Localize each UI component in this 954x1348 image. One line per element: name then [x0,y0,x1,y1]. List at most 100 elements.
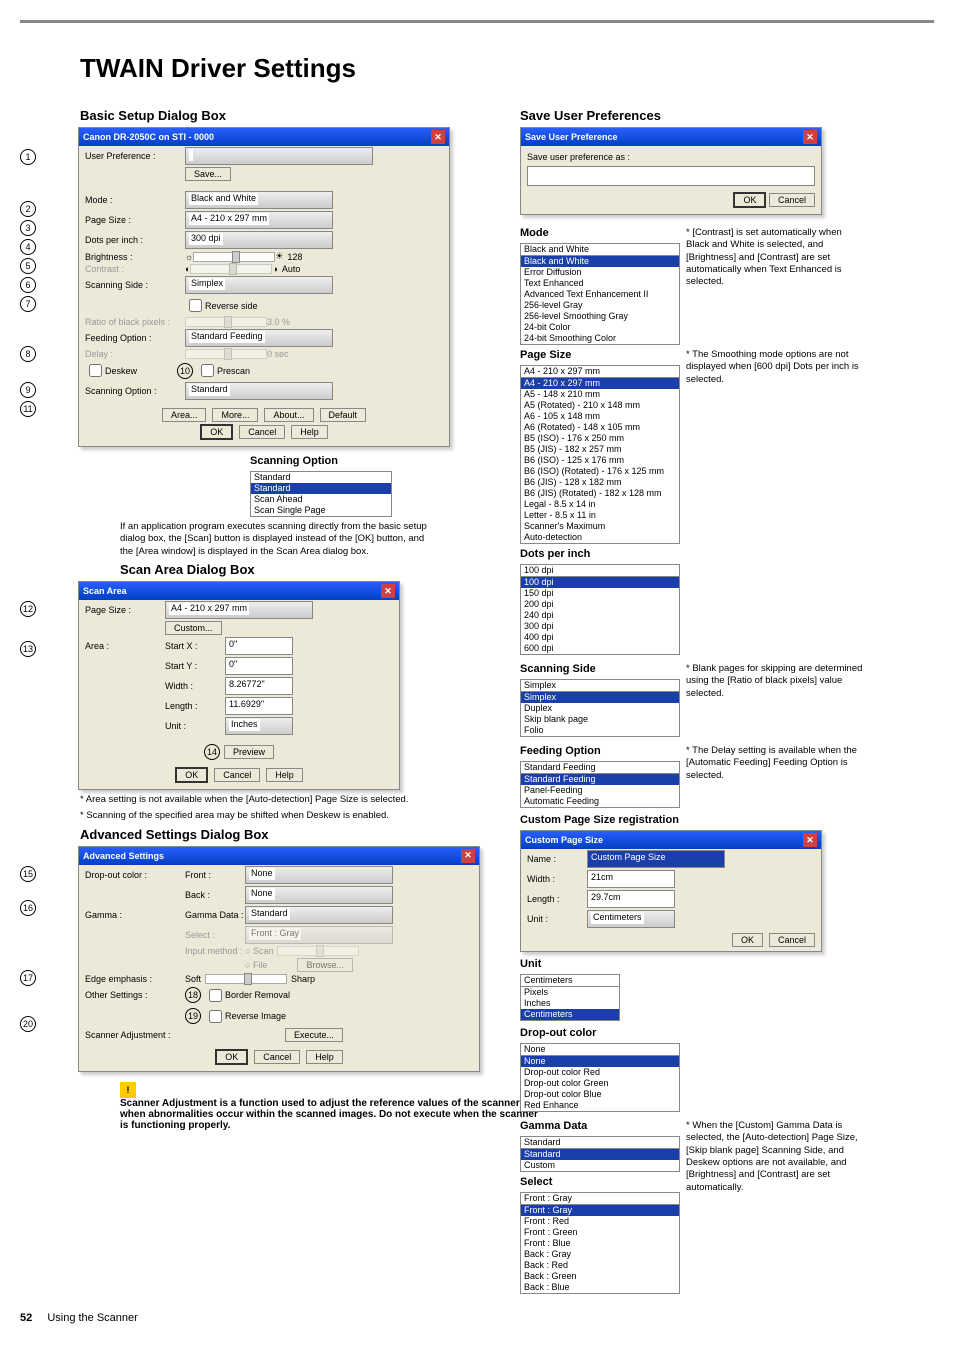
prescan-checkbox[interactable] [201,364,214,377]
list-item[interactable]: Standard Feeding [521,762,679,774]
feeding-combo[interactable]: Standard Feeding [185,329,333,347]
list-item[interactable]: Automatic Feeding [521,796,679,807]
list-item[interactable]: Standard [251,472,391,483]
list-item[interactable]: Text Enhanced [521,278,679,289]
list-item[interactable]: Duplex [521,703,679,714]
ok-button[interactable]: OK [175,767,208,783]
list-item[interactable]: Skip blank page [521,714,679,725]
list-item[interactable]: Auto-detection [521,532,679,543]
front-combo[interactable]: None [245,866,393,884]
list-item[interactable]: Panel-Feeding [521,785,679,796]
close-icon[interactable]: ✕ [381,584,395,598]
list-item[interactable]: 100 dpi [521,565,679,577]
feeding-list[interactable]: Standard FeedingStandard FeedingPanel-Fe… [520,761,680,808]
list-item[interactable]: Standard [521,1137,679,1149]
list-item[interactable]: Folio [521,725,679,736]
close-icon[interactable]: ✕ [803,833,817,847]
ok-button[interactable]: OK [732,933,763,947]
list-item[interactable]: Error Diffusion [521,267,679,278]
list-item[interactable]: 24-bit Smoothing Color [521,333,679,344]
userpref-combo[interactable] [185,147,373,165]
list-item[interactable]: Scan Ahead [251,494,391,505]
deskew-checkbox[interactable] [89,364,102,377]
width-input[interactable]: 8.26772" [225,677,293,695]
sa-pagesize-combo[interactable]: A4 - 210 x 297 mm [165,601,313,619]
back-combo[interactable]: None [245,886,393,904]
scanside-list[interactable]: SimplexSimplexDuplexSkip blank pageFolio [520,679,680,737]
list-item[interactable]: Simplex [521,680,679,692]
list-item[interactable]: Custom [521,1160,679,1171]
list-item[interactable]: 100 dpi [521,577,679,588]
list-item[interactable]: Legal - 8.5 x 14 in [521,499,679,510]
gamma-combo[interactable]: Standard [245,906,393,924]
starty-input[interactable]: 0" [225,657,293,675]
list-item[interactable]: Drop-out color Red [521,1067,679,1078]
list-item[interactable]: Back : Gray [521,1249,679,1260]
list-item[interactable]: Pixels [521,987,619,998]
pagesize-combo[interactable]: A4 - 210 x 297 mm [185,211,333,229]
close-icon[interactable]: ✕ [431,130,445,144]
list-item[interactable]: 150 dpi [521,588,679,599]
list-item[interactable]: None [521,1056,679,1067]
list-item[interactable]: B6 (ISO) - 125 x 176 mm [521,455,679,466]
list-item[interactable]: 24-bit Color [521,322,679,333]
list-item[interactable]: A6 (Rotated) - 148 x 105 mm [521,422,679,433]
cp-width-input[interactable]: 21cm [587,870,675,888]
dpi-list[interactable]: 100 dpi100 dpi150 dpi200 dpi240 dpi300 d… [520,564,680,655]
cp-unit-combo[interactable]: Centimeters [587,910,675,928]
ok-button[interactable]: OK [200,424,233,440]
brightness-slider[interactable] [193,252,275,262]
list-item[interactable]: A4 - 210 x 297 mm [521,378,679,389]
cancel-button[interactable]: Cancel [214,768,260,782]
list-item[interactable]: Simplex [521,692,679,703]
list-item[interactable]: Drop-out color Green [521,1078,679,1089]
list-item[interactable]: Drop-out color Blue [521,1089,679,1100]
list-item[interactable]: Scan Single Page [251,505,391,516]
list-item[interactable]: B6 (JIS) (Rotated) - 182 x 128 mm [521,488,679,499]
list-item[interactable]: Scanner's Maximum [521,521,679,532]
cp-length-input[interactable]: 29.7cm [587,890,675,908]
scanside-combo[interactable]: Simplex [185,276,333,294]
list-item[interactable]: Front : Gray [521,1193,679,1205]
list-item[interactable]: Back : Blue [521,1282,679,1293]
list-item[interactable]: A4 - 210 x 297 mm [521,366,679,378]
list-item[interactable]: Back : Red [521,1260,679,1271]
list-item[interactable]: B5 (ISO) - 176 x 250 mm [521,433,679,444]
scanopt-combo[interactable]: Standard [185,382,333,400]
custom-button[interactable]: Custom... [165,621,222,635]
cancel-button[interactable]: Cancel [254,1050,300,1064]
list-item[interactable]: Advanced Text Enhancement II [521,289,679,300]
area-button[interactable]: Area... [162,408,207,422]
list-item[interactable]: Standard [251,483,391,494]
default-button[interactable]: Default [320,408,367,422]
more-button[interactable]: More... [212,408,258,422]
list-item[interactable]: B6 (ISO) (Rotated) - 176 x 125 mm [521,466,679,477]
list-item[interactable]: 256-level Gray [521,300,679,311]
cancel-button[interactable]: Cancel [239,425,285,439]
list-item[interactable]: 200 dpi [521,599,679,610]
select-list[interactable]: Front : GrayFront : GrayFront : RedFront… [520,1192,680,1294]
length-input[interactable]: 11.6929" [225,697,293,715]
ok-button[interactable]: OK [215,1049,248,1065]
list-item[interactable]: Red Enhance [521,1100,679,1111]
list-item[interactable]: Front : Blue [521,1238,679,1249]
list-item[interactable]: 256-level Smoothing Gray [521,311,679,322]
border-checkbox[interactable] [209,989,222,1002]
mode-list[interactable]: Black and WhiteBlack and WhiteError Diff… [520,243,680,345]
reverse-checkbox[interactable] [189,299,202,312]
list-item[interactable]: A6 - 105 x 148 mm [521,411,679,422]
dropout-list[interactable]: NoneNoneDrop-out color RedDrop-out color… [520,1043,680,1112]
gamma-list[interactable]: StandardStandardCustom [520,1136,680,1172]
list-item[interactable]: Centimeters [521,1009,619,1020]
list-item[interactable]: Standard Feeding [521,774,679,785]
list-item[interactable]: Standard [521,1149,679,1160]
close-icon[interactable]: ✕ [461,849,475,863]
list-item[interactable]: A5 (Rotated) - 210 x 148 mm [521,400,679,411]
list-item[interactable]: B6 (JIS) - 128 x 182 mm [521,477,679,488]
savepref-input[interactable] [527,166,815,186]
cancel-button[interactable]: Cancel [769,193,815,207]
help-button[interactable]: Help [306,1050,343,1064]
cancel-button[interactable]: Cancel [769,933,815,947]
scanopt-list[interactable]: Standard Standard Scan Ahead Scan Single… [250,471,392,517]
ok-button[interactable]: OK [733,192,766,208]
